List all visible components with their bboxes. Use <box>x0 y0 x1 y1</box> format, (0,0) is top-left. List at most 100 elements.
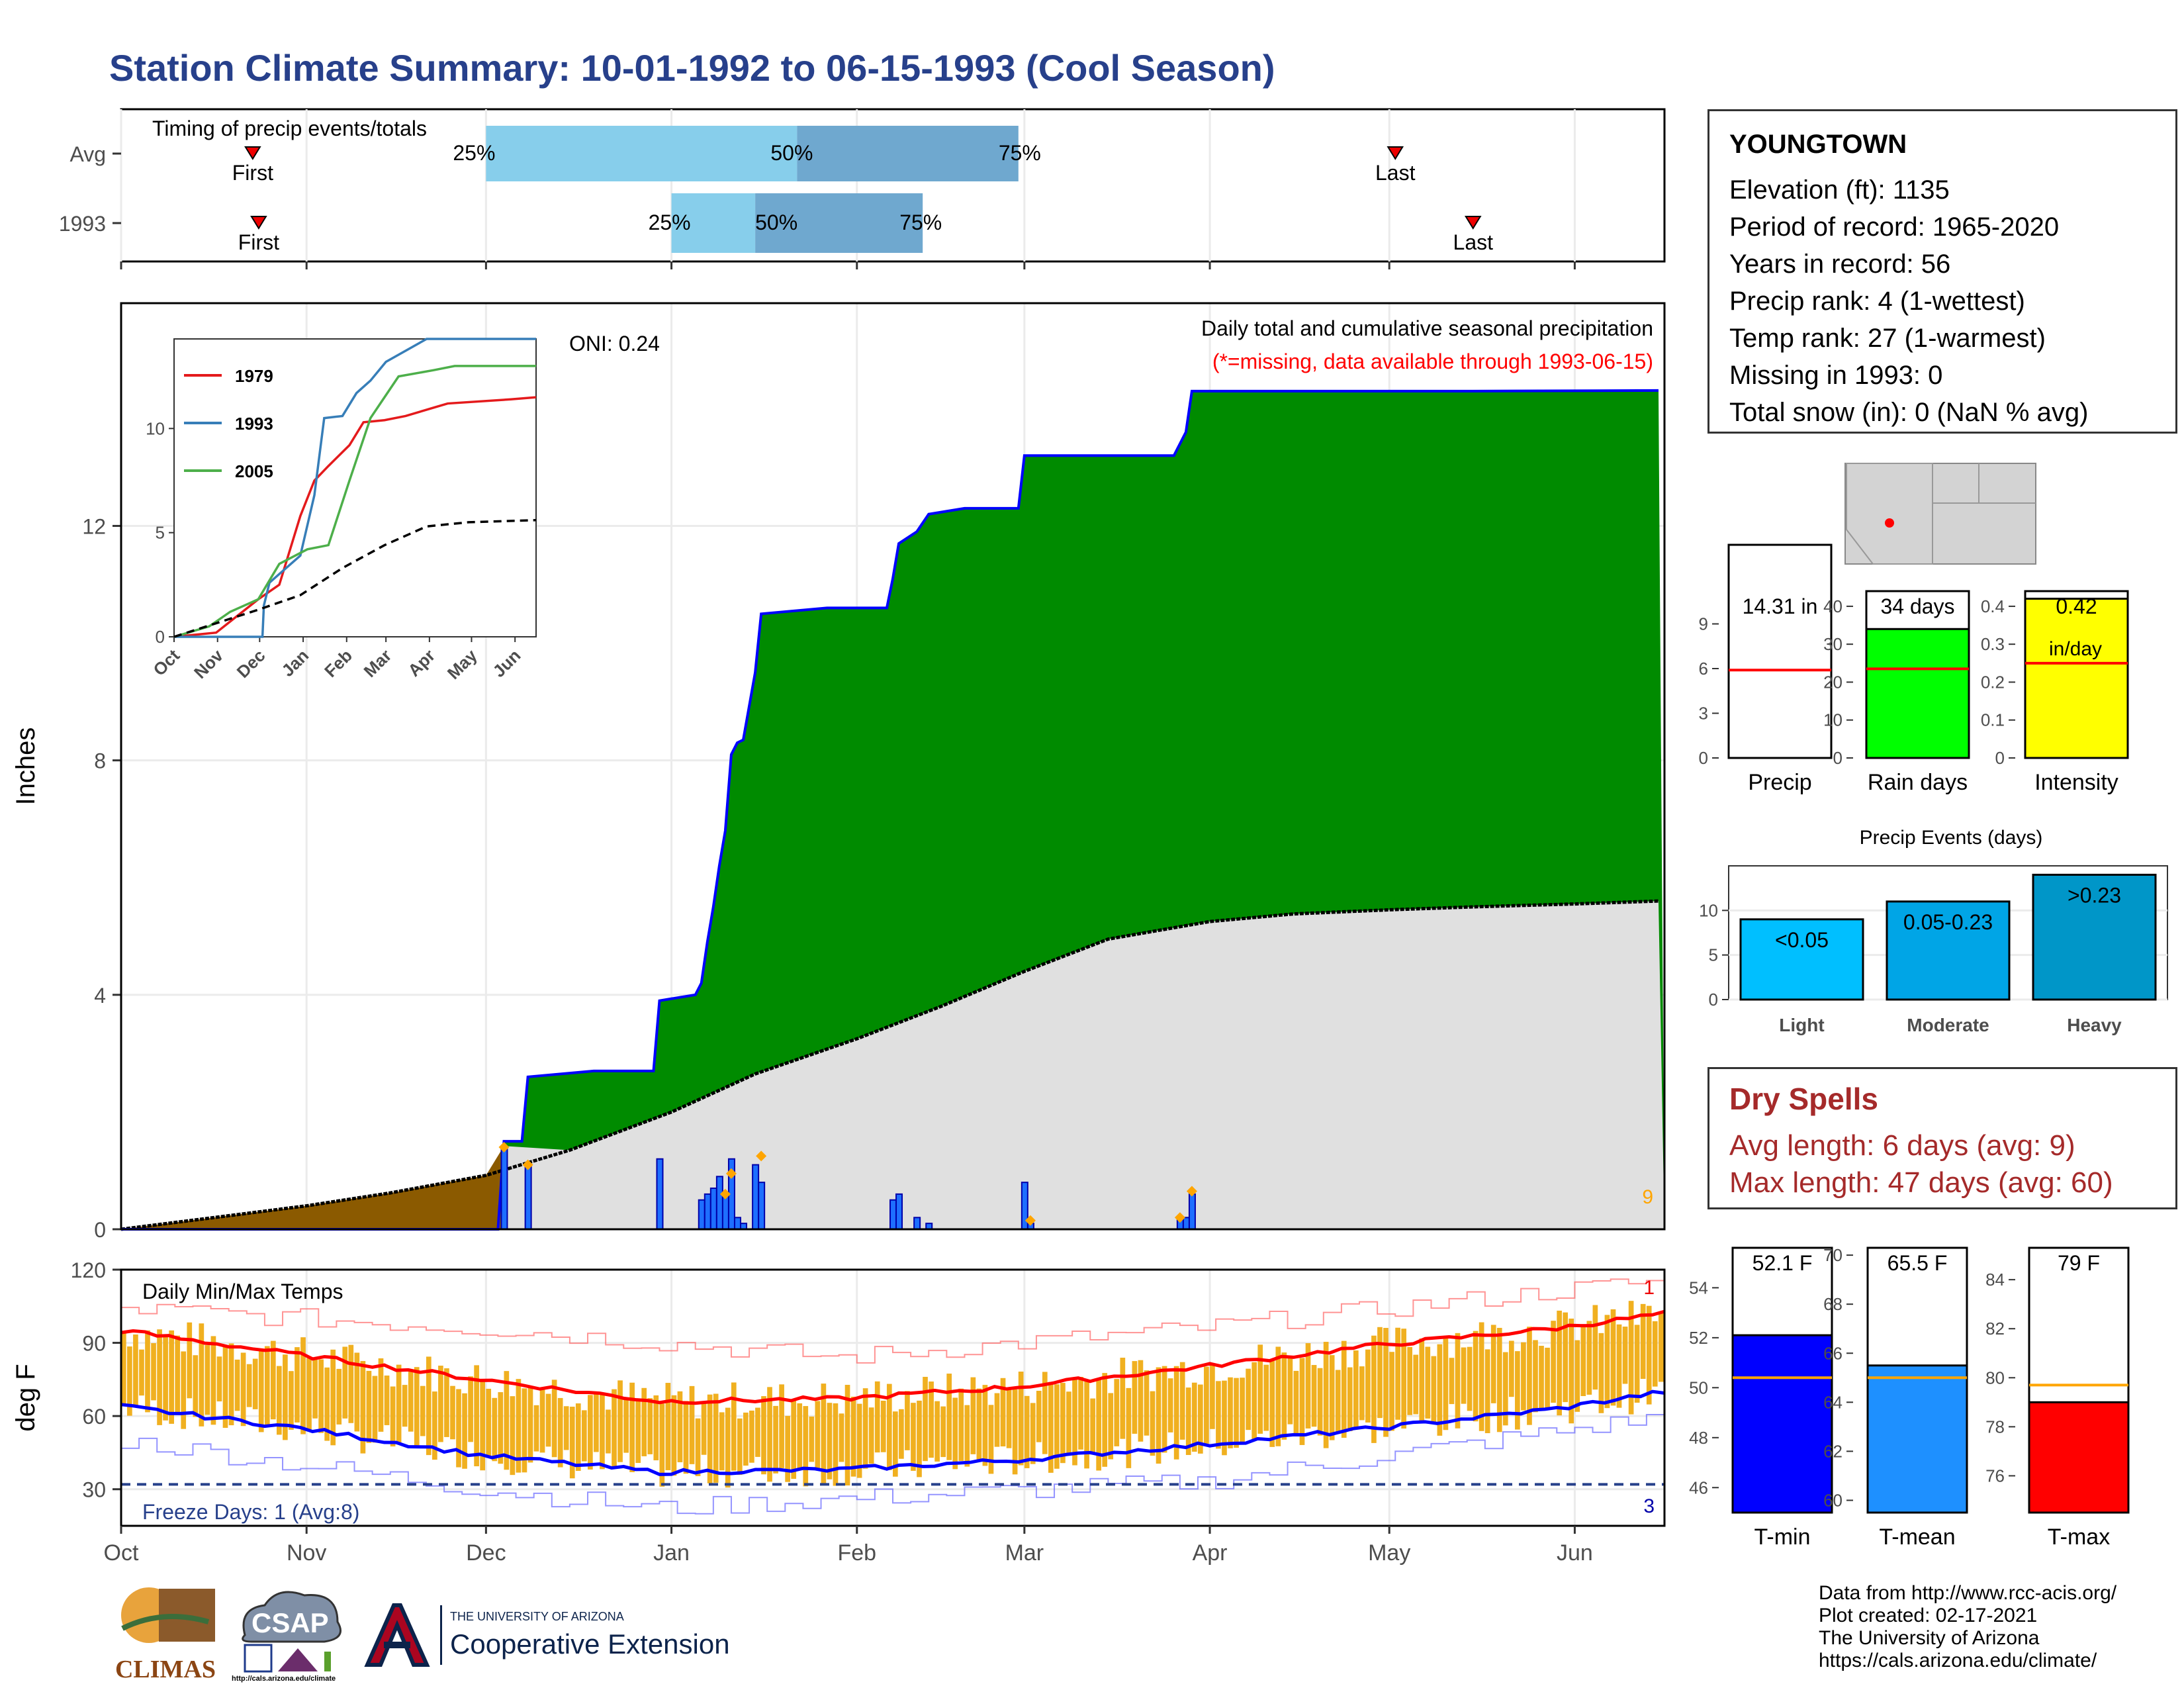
temp-record-low-line <box>121 1413 1665 1515</box>
temp-daily-bar <box>205 1345 210 1415</box>
temp-daily-bar <box>1323 1342 1329 1448</box>
temp-daily-bar <box>1246 1368 1251 1430</box>
temp-daily-bar <box>1156 1367 1161 1464</box>
temp-daily-bar <box>462 1393 467 1469</box>
temp-daily-bar <box>767 1387 772 1482</box>
temp-daily-bar <box>163 1336 168 1421</box>
temp-daily-bar <box>803 1406 809 1487</box>
station-elevation: Elevation (ft): 1135 <box>1729 175 1950 205</box>
climas-logo-text: CLIMAS <box>114 1656 216 1683</box>
ua-logo-big: Cooperative Extension <box>450 1628 730 1660</box>
temp-daily-bar <box>1126 1387 1132 1468</box>
temp-daily-bar <box>635 1398 641 1464</box>
temp-daily-bar <box>1102 1373 1108 1467</box>
temp-daily-bar <box>958 1388 964 1461</box>
temp-daily-bar <box>588 1395 593 1470</box>
temp-daily-bar <box>797 1403 803 1470</box>
temp-daily-bar <box>1114 1379 1120 1446</box>
temp-daily-bar <box>594 1391 599 1452</box>
temp-daily-bar <box>929 1382 934 1458</box>
temp-daily-bar <box>1335 1370 1341 1434</box>
temp-daily-bar <box>1610 1309 1616 1406</box>
credit-source: Data from http://www.rcc-acis.org/ <box>1819 1582 2117 1604</box>
temp-daily-bar <box>1132 1361 1138 1434</box>
temp-daily-bar <box>815 1401 821 1468</box>
temp-daily-bar <box>749 1410 754 1463</box>
temp-daily-bar <box>629 1382 635 1472</box>
temp-daily-bar <box>839 1413 844 1462</box>
temp-daily-bar <box>1197 1384 1203 1454</box>
temp-panel-frame <box>120 1268 1666 1527</box>
temp-daily-bar <box>647 1398 653 1454</box>
station-period: Period of record: 1965-2020 <box>1729 212 2060 242</box>
inset-legend-label: 1979 <box>235 366 273 386</box>
temp-summary-value-label: 65.5 F <box>1888 1251 1948 1275</box>
temp-daily-bar <box>1150 1391 1156 1456</box>
temp-daily-bar <box>1407 1346 1413 1415</box>
temp-daily-bar <box>994 1393 1000 1447</box>
temp-daily-bar <box>175 1335 181 1414</box>
events-title: Precip Events (days) <box>1860 827 2043 849</box>
station-missing: Missing in 1993: 0 <box>1729 361 1943 390</box>
temp-daily-bar <box>946 1374 952 1460</box>
temp-summary-y-tick-label: 46 <box>1689 1477 1708 1497</box>
temp-daily-bar <box>258 1350 264 1432</box>
temp-daily-bar <box>1305 1343 1311 1429</box>
temp-summary-value-label: 79 F <box>2058 1251 2100 1275</box>
precip-daily-bar <box>704 1193 711 1230</box>
temp-daily-bar <box>169 1330 174 1424</box>
timing-last-marker <box>1387 146 1404 160</box>
temp-daily-bar <box>612 1389 617 1468</box>
precip-oni: ONI: 0.24 <box>569 332 660 355</box>
temp-x-tick-label: Jun <box>1557 1540 1593 1566</box>
dry-spells-title: Dry Spells <box>1729 1082 1878 1116</box>
temp-daily-bar <box>1072 1378 1077 1466</box>
temp-daily-bar <box>396 1364 402 1445</box>
precip-daily-bar <box>524 1164 532 1231</box>
precip-summary-y-tick-label: 0.1 <box>1981 710 2005 730</box>
temp-daily-bar <box>1551 1321 1556 1403</box>
temp-daily-bar <box>844 1385 850 1486</box>
temp-daily-bar <box>731 1382 737 1471</box>
temp-daily-bar <box>295 1347 300 1423</box>
precip-summary-category-label: Precip <box>1748 770 1811 795</box>
station-snow: Total snow (in): 0 (NaN % avg) <box>1729 398 2089 427</box>
temp-summary-y-tick-label: 50 <box>1689 1378 1708 1397</box>
temp-daily-bar <box>1437 1344 1443 1436</box>
precip-daily-bar <box>1021 1182 1028 1230</box>
temp-daily-bar <box>390 1386 396 1447</box>
temp-daily-bar <box>234 1359 240 1411</box>
temp-daily-bar <box>1443 1338 1449 1430</box>
temp-summary-y-tick-label: 66 <box>1823 1343 1843 1363</box>
events-y-tick-label: 5 <box>1709 945 1718 965</box>
temp-daily-bar <box>976 1388 982 1462</box>
temp-daily-bar <box>121 1331 126 1405</box>
temp-daily-bar <box>623 1398 629 1453</box>
temp-daily-bar <box>516 1379 522 1473</box>
events-bar <box>1739 918 1864 1001</box>
ua-logo-small: THE UNIVERSITY OF ARIZONA <box>450 1610 624 1623</box>
temp-daily-bar <box>880 1400 886 1452</box>
temp-summary-y-tick-label: 84 <box>1985 1270 2005 1289</box>
temp-daily-bar <box>1515 1351 1520 1430</box>
precip-event-marker <box>522 1159 533 1170</box>
temp-daily-bar <box>414 1367 420 1446</box>
temp-x-tick-label: Feb <box>837 1540 876 1566</box>
temp-daily-bar <box>139 1349 144 1396</box>
temp-summary-y-tick-label: 52 <box>1689 1328 1708 1348</box>
precip-summary-y-tick-label: 0.3 <box>1981 634 2005 654</box>
temp-daily-bar <box>1024 1395 1030 1468</box>
temp-y-tick-label: 30 <box>82 1478 106 1502</box>
temp-daily-bar <box>1502 1352 1508 1426</box>
timing-last-marker <box>1464 216 1482 230</box>
temp-summary-category-label: T-mean <box>1879 1524 1955 1550</box>
temp-daily-bar <box>1090 1398 1095 1455</box>
temp-daily-bar <box>1533 1340 1538 1413</box>
temp-y-tick-label: 120 <box>71 1258 106 1282</box>
temp-daily-bar <box>988 1405 994 1474</box>
precip-summary-value-label: 0.42 <box>2056 594 2097 618</box>
temp-daily-bar <box>1084 1380 1089 1469</box>
temp-daily-bar <box>600 1393 605 1470</box>
temp-daily-bar <box>527 1385 533 1463</box>
temp-daily-bar <box>719 1412 725 1471</box>
